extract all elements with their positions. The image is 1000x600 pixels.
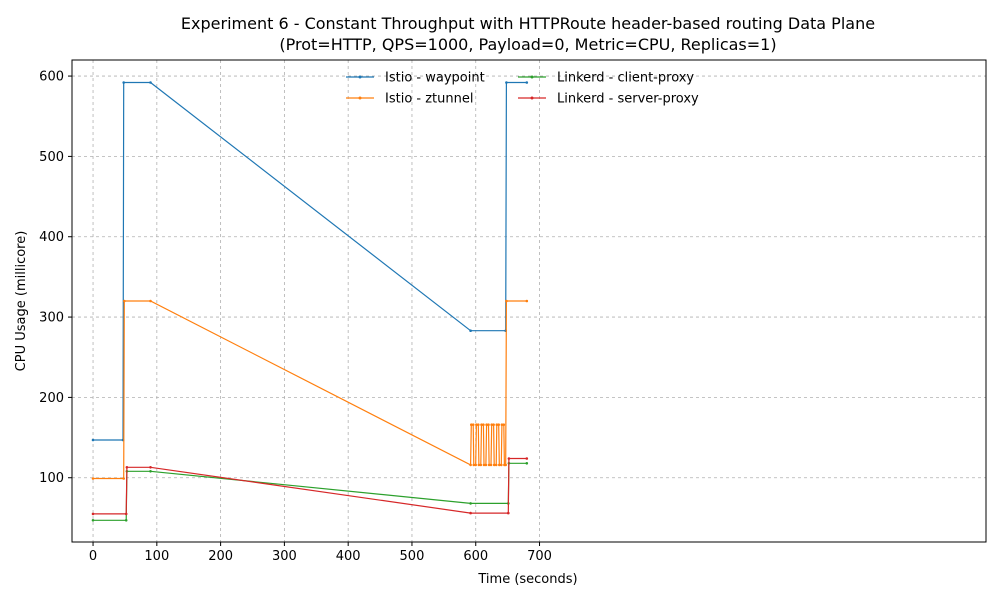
legend-marker bbox=[530, 96, 534, 100]
data-point bbox=[125, 466, 129, 469]
data-point bbox=[525, 457, 529, 460]
data-point bbox=[525, 299, 529, 303]
data-point bbox=[91, 438, 95, 442]
data-point bbox=[507, 457, 511, 460]
data-point bbox=[124, 512, 128, 516]
data-point bbox=[472, 463, 476, 467]
x-tick-label: 200 bbox=[208, 549, 233, 564]
data-point bbox=[500, 463, 503, 467]
y-tick-label: 300 bbox=[39, 311, 64, 326]
grid bbox=[72, 60, 986, 542]
data-point bbox=[122, 477, 125, 480]
data-point bbox=[487, 463, 491, 467]
y-tick-label: 400 bbox=[39, 230, 64, 245]
data-point bbox=[469, 463, 472, 467]
data-point bbox=[492, 423, 495, 427]
data-point bbox=[498, 463, 501, 467]
legend-label: Linkerd - client-proxy bbox=[557, 71, 694, 86]
data-point bbox=[482, 463, 486, 467]
data-point bbox=[494, 463, 498, 467]
data-point bbox=[525, 81, 529, 84]
data-point bbox=[484, 463, 488, 467]
data-point bbox=[479, 463, 483, 467]
legend-label: Istio - waypoint bbox=[385, 71, 485, 86]
x-axis-label: Time (seconds) bbox=[477, 572, 577, 587]
x-tick-label: 100 bbox=[144, 549, 169, 564]
data-point bbox=[480, 423, 483, 427]
data-point bbox=[474, 463, 478, 467]
data-point bbox=[495, 423, 499, 427]
y-tick-label: 200 bbox=[39, 391, 64, 406]
y-axis-label: CPU Usage (millicore) bbox=[14, 231, 29, 372]
data-point bbox=[477, 423, 480, 427]
data-point bbox=[475, 423, 478, 427]
data-point bbox=[149, 466, 152, 469]
data-point bbox=[91, 519, 95, 522]
data-point bbox=[470, 423, 473, 427]
data-point bbox=[482, 423, 485, 427]
legend-marker bbox=[358, 96, 362, 100]
data-point bbox=[477, 463, 481, 467]
data-point bbox=[500, 423, 504, 427]
axis-ticks: 0 100 200 300 400 500 600 700 100 200 300 400 500 600 bbox=[39, 70, 552, 564]
data-point bbox=[469, 502, 472, 505]
data-point bbox=[489, 463, 493, 467]
data-point bbox=[91, 477, 95, 480]
chart-subtitle: (Prot=HTTP, QPS=1000, Payload=0, Metric=… bbox=[279, 35, 776, 54]
data-point bbox=[149, 81, 152, 84]
x-tick-label: 500 bbox=[400, 549, 425, 564]
data-point bbox=[149, 470, 152, 473]
data-point bbox=[525, 462, 529, 465]
x-tick-label: 700 bbox=[527, 549, 552, 564]
data-point bbox=[122, 81, 125, 84]
data-point bbox=[490, 423, 494, 427]
series-line-0 bbox=[93, 81, 527, 441]
legend-marker bbox=[530, 75, 534, 79]
legend-label: Linkerd - server-proxy bbox=[557, 92, 699, 107]
data-point bbox=[469, 511, 472, 515]
x-tick-label: 600 bbox=[463, 549, 488, 564]
data-point bbox=[507, 511, 510, 515]
y-tick-label: 600 bbox=[39, 70, 64, 85]
data-point bbox=[485, 423, 488, 427]
legend-label: Istio - ztunnel bbox=[385, 92, 473, 107]
legend: Istio - waypoint Istio - ztunnel Linkerd -… bbox=[346, 71, 699, 107]
data-point bbox=[502, 423, 506, 427]
legend-marker bbox=[358, 75, 362, 79]
y-tick-label: 500 bbox=[39, 150, 64, 165]
x-tick-label: 300 bbox=[272, 549, 297, 564]
data-point bbox=[149, 299, 152, 303]
plot-area bbox=[91, 81, 529, 522]
data-point bbox=[471, 423, 475, 427]
data-point bbox=[487, 423, 490, 427]
y-tick-label: 100 bbox=[39, 471, 64, 486]
data-point bbox=[123, 299, 126, 303]
x-tick-label: 400 bbox=[336, 549, 361, 564]
x-tick-label: 0 bbox=[89, 549, 97, 564]
plot-frame bbox=[71, 59, 987, 543]
data-point bbox=[492, 463, 496, 467]
data-point bbox=[469, 329, 472, 333]
series-line-1 bbox=[93, 300, 527, 480]
chart-title: Experiment 6 - Constant Throughput with … bbox=[181, 14, 875, 33]
series-line-3 bbox=[93, 457, 527, 515]
data-point bbox=[505, 81, 508, 84]
data-point bbox=[504, 463, 508, 467]
data-point bbox=[505, 299, 508, 303]
data-point bbox=[124, 519, 128, 522]
data-point bbox=[497, 423, 501, 427]
data-point bbox=[91, 512, 95, 516]
